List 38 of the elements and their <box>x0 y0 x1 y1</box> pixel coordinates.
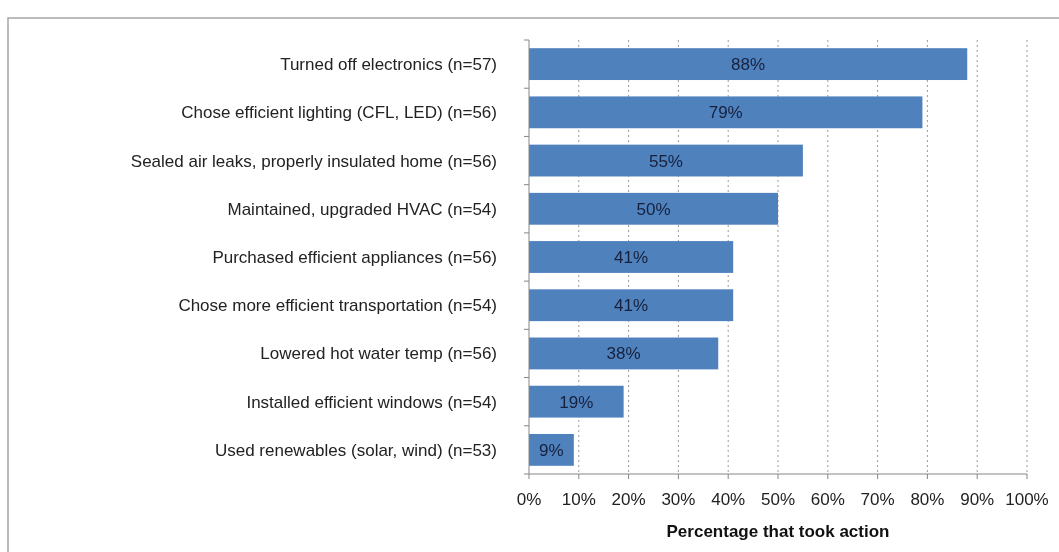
y-tick-label: Sealed air leaks, properly insulated home (n=56) <box>130 151 497 171</box>
x-tick-label: 20% <box>611 490 646 509</box>
data-label: 9% <box>539 440 564 460</box>
data-label: 79% <box>708 103 743 123</box>
y-tick-label: Chose efficient lighting (CFL, LED) (n=56) <box>181 103 497 123</box>
x-tick-label: 0% <box>516 490 542 509</box>
bar <box>529 385 624 418</box>
bar <box>529 241 734 273</box>
y-tick-label: Installed efficient windows (n=54) <box>246 392 497 412</box>
bar <box>529 289 734 322</box>
bar <box>529 144 803 177</box>
data-label: 19% <box>559 392 594 412</box>
y-tick-label: Purchased efficient appliances (n=56) <box>212 247 497 267</box>
y-tick-label: Used renewables (solar, wind) (n=53) <box>214 440 497 460</box>
x-tick-label: 30% <box>661 490 696 509</box>
data-label: 41% <box>614 296 649 316</box>
x-tick-label: 100% <box>1005 490 1049 509</box>
data-label: 88% <box>731 55 766 75</box>
x-axis-title: Percentage that took action <box>666 522 890 541</box>
y-tick-label: Lowered hot water temp (n=56) <box>260 344 497 364</box>
bar <box>529 337 719 370</box>
x-tick-label: 50% <box>760 490 796 509</box>
y-tick-label: Turned off electronics (n=57) <box>280 55 497 75</box>
x-tick-label: 80% <box>910 490 945 509</box>
y-tick-label: Chose more efficient transportation (n=54) <box>178 296 497 316</box>
data-label: 50% <box>636 199 671 219</box>
bar <box>529 192 778 225</box>
x-tick-label: 60% <box>810 490 845 509</box>
bar <box>529 48 968 81</box>
bar <box>529 96 923 129</box>
y-tick-label: Maintained, upgraded HVAC (n=54) <box>227 199 497 219</box>
data-label: 55% <box>648 151 683 171</box>
x-tick-label: 90% <box>960 490 995 509</box>
x-tick-label: 70% <box>860 490 895 509</box>
x-tick-label: 10% <box>561 490 596 509</box>
data-label: 41% <box>614 247 649 267</box>
x-tick-label: 40% <box>711 490 746 509</box>
data-label: 38% <box>606 344 641 364</box>
